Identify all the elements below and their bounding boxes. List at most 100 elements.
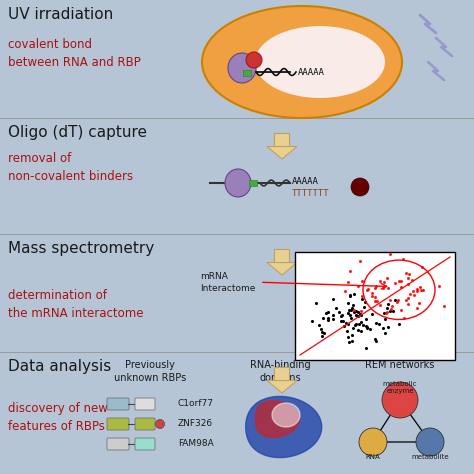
Point xyxy=(376,277,384,284)
Text: ZNF326: ZNF326 xyxy=(178,419,213,428)
Point xyxy=(386,250,393,258)
Bar xyxy=(249,180,257,186)
Point xyxy=(417,286,425,294)
Ellipse shape xyxy=(202,6,402,118)
Point xyxy=(339,318,347,325)
Point xyxy=(346,267,354,274)
Point xyxy=(362,322,370,330)
Text: metabolite: metabolite xyxy=(411,454,449,460)
Point xyxy=(338,311,346,319)
Point xyxy=(406,291,414,298)
Point xyxy=(355,320,363,328)
Point xyxy=(323,309,330,317)
Point xyxy=(388,302,396,310)
Text: Data analysis: Data analysis xyxy=(8,359,111,374)
Text: Previously
unknown RBPs: Previously unknown RBPs xyxy=(114,360,186,383)
Text: mRNA
Interactome: mRNA Interactome xyxy=(200,272,255,292)
Point xyxy=(345,306,353,313)
Point xyxy=(393,298,401,306)
Point xyxy=(383,309,391,316)
Point xyxy=(325,316,332,324)
Point xyxy=(318,325,325,333)
Point xyxy=(358,292,366,300)
Point xyxy=(324,308,332,315)
Point xyxy=(350,290,358,298)
Point xyxy=(341,287,349,294)
Point xyxy=(400,314,408,322)
Point xyxy=(406,270,413,277)
Point xyxy=(366,325,374,333)
Point xyxy=(356,257,364,265)
Point xyxy=(357,328,365,335)
Point xyxy=(335,309,343,316)
Point xyxy=(386,296,394,304)
Point xyxy=(419,286,427,294)
Bar xyxy=(274,133,290,146)
Point xyxy=(342,319,349,327)
Point xyxy=(329,295,337,303)
Point xyxy=(392,279,399,287)
Point xyxy=(363,286,371,293)
Point xyxy=(364,324,371,331)
Text: discovery of new
features of RBPs: discovery of new features of RBPs xyxy=(8,402,108,433)
Point xyxy=(345,320,352,328)
Text: removal of
non-covalent binders: removal of non-covalent binders xyxy=(8,152,133,183)
Ellipse shape xyxy=(246,52,262,68)
Polygon shape xyxy=(246,396,322,457)
Text: FAM98A: FAM98A xyxy=(178,439,214,448)
Point xyxy=(308,317,316,325)
Point xyxy=(352,311,360,319)
Point xyxy=(329,316,337,323)
Point xyxy=(345,278,352,286)
Point xyxy=(413,288,421,295)
Point xyxy=(373,319,380,327)
Point xyxy=(355,327,362,334)
Point xyxy=(371,293,379,301)
Point xyxy=(352,308,360,315)
Point xyxy=(405,294,412,301)
Point xyxy=(357,318,365,326)
Point xyxy=(312,299,320,307)
Point xyxy=(440,302,447,310)
Polygon shape xyxy=(267,263,297,275)
Text: AAAAA: AAAAA xyxy=(298,67,325,76)
Point xyxy=(358,295,366,302)
Point xyxy=(402,269,410,277)
Text: REM networks: REM networks xyxy=(365,360,435,370)
Point xyxy=(360,303,367,311)
Point xyxy=(353,320,360,328)
Text: UV irradiation: UV irradiation xyxy=(8,7,113,22)
Point xyxy=(329,311,337,319)
Polygon shape xyxy=(267,381,297,393)
Point xyxy=(398,278,405,285)
Point xyxy=(332,304,339,312)
Point xyxy=(356,310,364,318)
Point xyxy=(372,337,380,345)
Bar xyxy=(243,70,251,76)
Bar xyxy=(274,367,290,381)
Point xyxy=(374,297,381,305)
Point xyxy=(337,317,345,324)
Text: Oligo (dT) capture: Oligo (dT) capture xyxy=(8,125,147,140)
Point xyxy=(351,321,359,329)
Point xyxy=(381,329,389,337)
Point xyxy=(389,307,396,315)
Point xyxy=(349,324,356,331)
Point xyxy=(400,255,407,263)
Point xyxy=(320,329,328,337)
Point xyxy=(386,307,393,314)
FancyBboxPatch shape xyxy=(135,398,155,410)
Point xyxy=(375,320,383,328)
Text: TTTTTTT: TTTTTTT xyxy=(292,189,329,198)
Ellipse shape xyxy=(228,53,256,83)
FancyBboxPatch shape xyxy=(107,398,129,410)
Polygon shape xyxy=(272,403,300,427)
Point xyxy=(404,274,412,282)
Point xyxy=(416,283,424,291)
Point xyxy=(363,345,370,352)
Point xyxy=(410,287,417,295)
Point xyxy=(371,298,379,305)
Point xyxy=(337,313,345,320)
Point xyxy=(363,323,371,331)
Point xyxy=(347,306,355,314)
